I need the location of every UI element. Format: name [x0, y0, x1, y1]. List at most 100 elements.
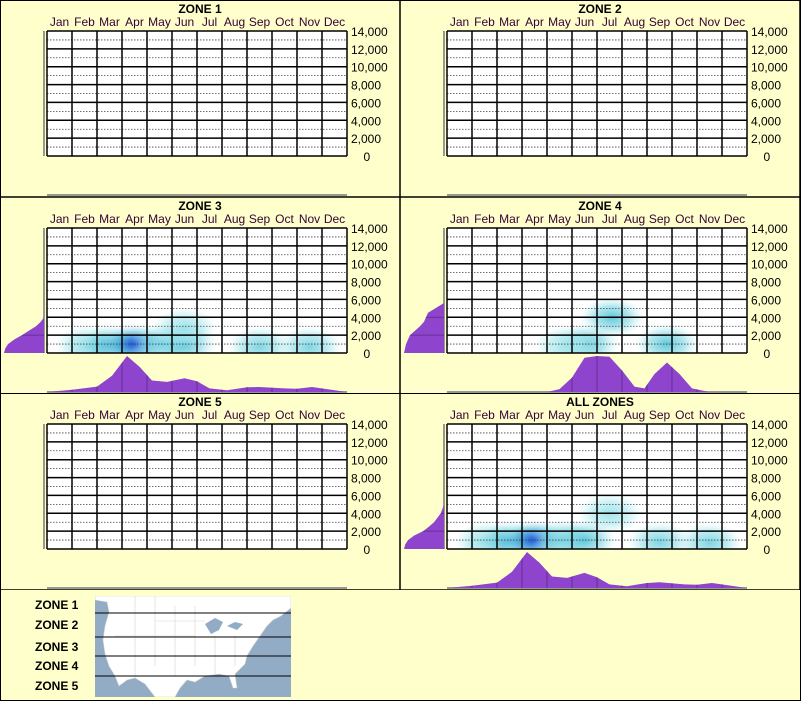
month-label: Jan [450, 408, 469, 422]
month-label: Oct [675, 212, 694, 226]
month-label: Feb [74, 212, 95, 226]
month-label: Jan [50, 408, 69, 422]
month-label: Feb [74, 15, 95, 29]
month-label: Aug [224, 212, 245, 226]
y-tick-label: 6,000 [751, 96, 781, 110]
y-tick-label: 6,000 [351, 96, 381, 110]
month-label: Jun [175, 15, 194, 29]
month-label: Mar [499, 15, 520, 29]
month-label: Jun [175, 408, 194, 422]
month-label: Apr [125, 408, 144, 422]
month-label: Feb [474, 408, 495, 422]
chart-title: ZONE 4 [578, 199, 622, 213]
y-tick-label: 0 [764, 543, 771, 557]
y-tick-label: 2,000 [351, 329, 381, 343]
y-tick-label: 4,000 [751, 114, 781, 128]
month-label: Nov [699, 15, 720, 29]
y-tick-label: 8,000 [351, 472, 381, 486]
heat-blob [677, 522, 742, 549]
month-label: May [148, 15, 171, 29]
chart-svg: ALL ZONES Jan Feb Mar Apr May Jun Jul Aug Sep Oct N… [400, 393, 800, 590]
y-tick-label: 2,000 [351, 525, 381, 539]
y-tick-label: 0 [764, 347, 771, 361]
month-label: Mar [499, 212, 520, 226]
month-label: Oct [275, 15, 294, 29]
month-label: Nov [299, 212, 320, 226]
month-label: Jan [450, 15, 469, 29]
month-label: Jan [50, 212, 69, 226]
chart-title: ZONE 3 [178, 199, 222, 213]
panel-zone-4: ZONE 4 Jan Feb Mar Apr May Jun Jul Aug Sep Oct Nov D… [400, 197, 800, 394]
month-label: Jul [602, 212, 617, 226]
y-tick-label: 12,000 [751, 43, 788, 57]
heat-blob [627, 521, 692, 549]
y-tick-label: 8,000 [751, 472, 781, 486]
month-label: Jul [602, 15, 617, 29]
month-label: Jun [575, 212, 594, 226]
month-label: Dec [724, 212, 745, 226]
legend-zone-3: ZONE 3 [35, 640, 79, 654]
panel-zone-1: ZONE 1 Jan Feb Mar Apr May Jun Jul Aug Sep Oct Nov D… [0, 0, 400, 197]
zone-legend: ZONE 1 ZONE 2 ZONE 3 ZONE 4 ZONE 5 [0, 590, 801, 701]
heat-blob [152, 308, 217, 348]
month-label: Feb [474, 15, 495, 29]
y-tick-label: 6,000 [751, 489, 781, 503]
y-tick-label: 10,000 [751, 61, 788, 75]
chart-svg: ZONE 3 Jan Feb Mar Apr May Jun Jul Aug Sep Oct Nov D… [0, 197, 400, 394]
y-density-curve [404, 504, 444, 549]
grid [446, 30, 748, 157]
chart-title: ZONE 2 [578, 2, 622, 16]
y-tick-label: 14,000 [351, 418, 388, 432]
y-tick-label: 12,000 [351, 240, 388, 254]
y-tick-label: 2,000 [351, 132, 381, 146]
heat-blob [535, 325, 599, 353]
month-label: Jun [175, 212, 194, 226]
month-label: Jul [202, 408, 217, 422]
month-label: May [548, 212, 571, 226]
panel-zone-5: ZONE 5 Jan Feb Mar Apr May Jun Jul Aug Sep Oct Nov D… [0, 393, 400, 590]
grid [46, 30, 348, 157]
y-tick-label: 14,000 [751, 222, 788, 236]
heat-blob [277, 326, 342, 353]
y-tick-label: 12,000 [751, 436, 788, 450]
month-label: Nov [699, 408, 720, 422]
month-label: Apr [125, 15, 144, 29]
month-label: Oct [675, 408, 694, 422]
chart-svg: ZONE 5 Jan Feb Mar Apr May Jun Jul Aug Sep Oct Nov D… [0, 393, 400, 590]
month-label: Jul [202, 212, 217, 226]
month-label: Sep [249, 15, 271, 29]
y-tick-label: 14,000 [351, 25, 388, 39]
chart-title: ALL ZONES [566, 395, 634, 409]
y-tick-label: 14,000 [751, 25, 788, 39]
month-label: Oct [675, 15, 694, 29]
month-label: Dec [324, 15, 345, 29]
grid [46, 227, 348, 354]
y-tick-label: 4,000 [351, 311, 381, 325]
y-density-curve [404, 303, 444, 353]
month-label: May [548, 15, 571, 29]
y-tick-label: 6,000 [751, 293, 781, 307]
y-tick-label: 10,000 [751, 258, 788, 272]
y-tick-label: 14,000 [751, 418, 788, 432]
chart-svg: ZONE 1 Jan Feb Mar Apr May Jun Jul Aug Sep Oct Nov D… [0, 0, 400, 197]
y-tick-label: 4,000 [351, 114, 381, 128]
y-tick-label: 10,000 [351, 61, 388, 75]
y-tick-label: 12,000 [351, 43, 388, 57]
grid [446, 423, 748, 550]
month-label: Oct [275, 212, 294, 226]
month-label: Feb [474, 212, 495, 226]
heat-blob [635, 324, 699, 353]
month-label: Jan [450, 212, 469, 226]
y-tick-label: 0 [364, 347, 371, 361]
month-label: Jun [575, 15, 594, 29]
month-label: Sep [649, 408, 671, 422]
month-label: Dec [724, 408, 745, 422]
panel-zone-3: ZONE 3 Jan Feb Mar Apr May Jun Jul Aug Sep Oct Nov D… [0, 197, 400, 394]
y-tick-label: 4,000 [351, 507, 381, 521]
y-tick-label: 12,000 [751, 240, 788, 254]
month-label: Sep [649, 212, 671, 226]
chart-title: ZONE 5 [178, 395, 222, 409]
y-tick-label: 8,000 [351, 276, 381, 290]
month-label: Nov [699, 212, 720, 226]
month-label: Apr [525, 15, 544, 29]
